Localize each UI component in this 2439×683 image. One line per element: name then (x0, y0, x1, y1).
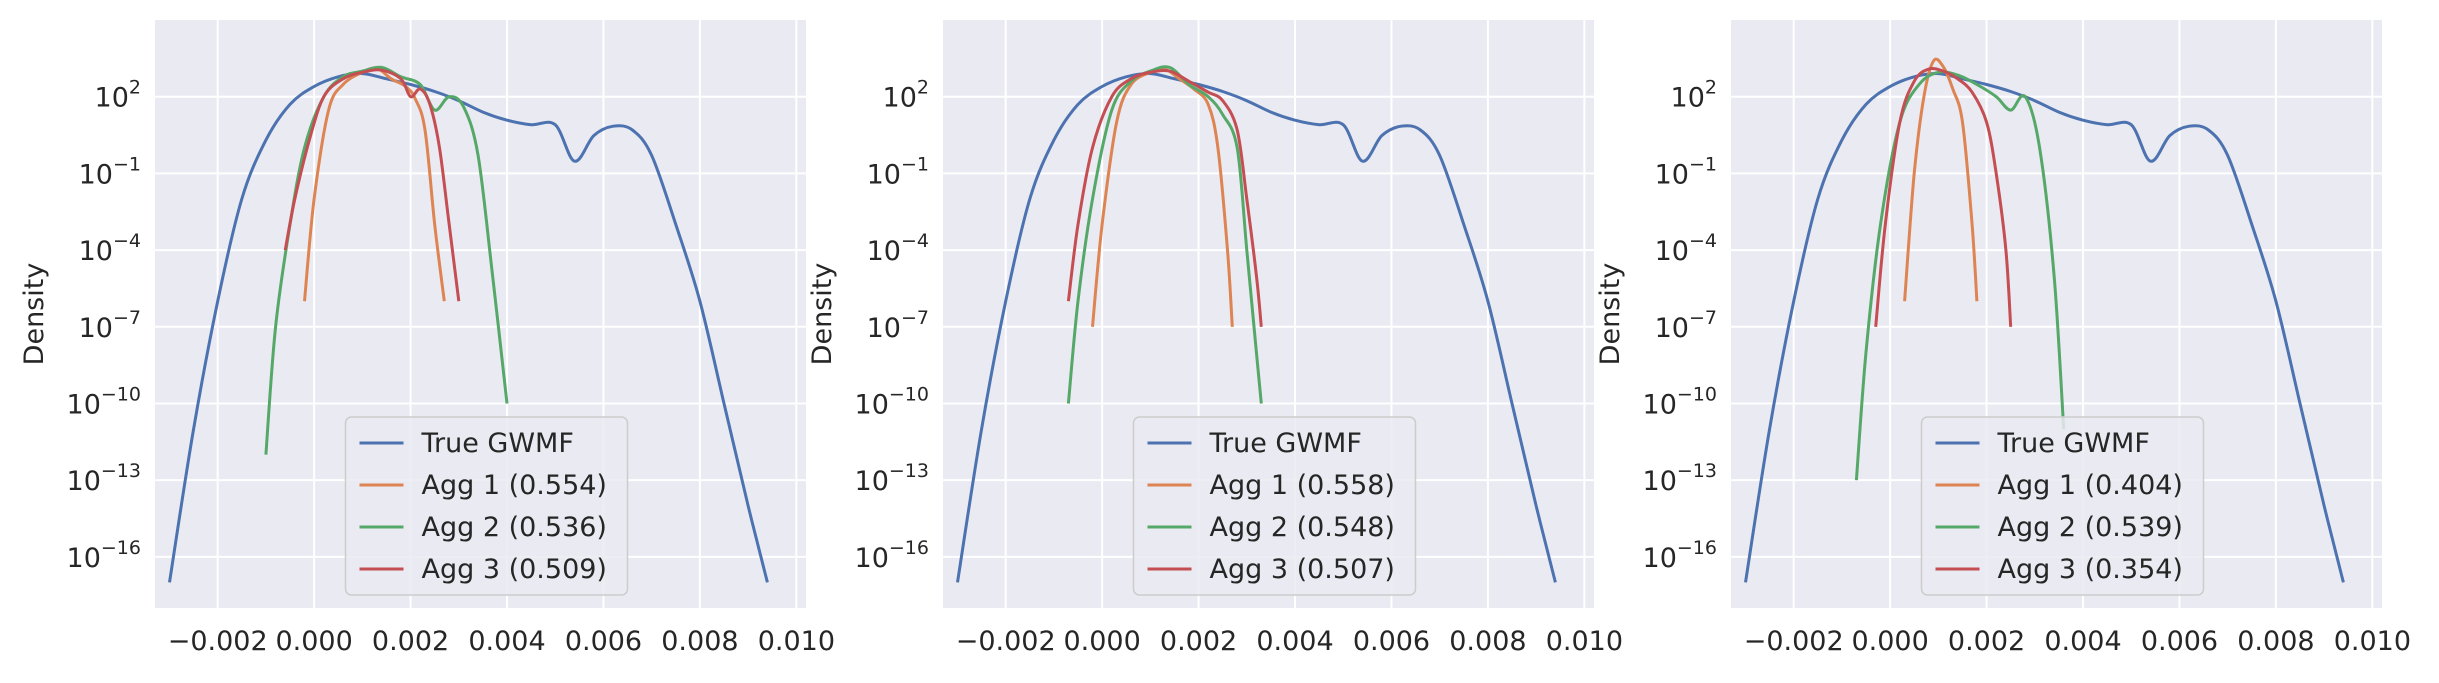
y-tick-label: 10−4 (1655, 230, 1717, 267)
legend-entry: Agg 3 (0.509) (422, 554, 607, 585)
x-tick-label: 0.008 (1449, 626, 1526, 657)
y-axis-label: Density (19, 263, 50, 366)
y-tick-label: 10−1 (867, 153, 929, 190)
x-tick-label: 0.000 (1063, 626, 1140, 657)
y-tick-label: 10−7 (867, 307, 929, 344)
legend-entry: Agg 1 (0.554) (422, 470, 607, 501)
series-line-agg-3 (1874, 66, 2013, 327)
x-tick-label: 0.004 (2044, 626, 2121, 657)
y-tick-label: 10−1 (79, 153, 141, 190)
series-line-true-gwmf (168, 72, 769, 583)
x-tick-label: 0.002 (372, 626, 449, 657)
y-tick-label: 102 (95, 77, 141, 114)
y-tick-label: 10−4 (79, 230, 141, 267)
x-tick-label: 0.000 (275, 626, 352, 657)
series-group (1744, 57, 2345, 583)
x-tick-label: −0.002 (956, 626, 1056, 657)
legend-entry: True GWMF (1997, 428, 2150, 459)
x-tick-label: 0.000 (1851, 626, 1928, 657)
series-line-agg-3 (1066, 68, 1263, 327)
chart-panel-2: −0.002 0.000 0.002 0.004 0.006 0.008 0.010 102 1… (807, 20, 1623, 657)
legend-entry: Agg 3 (0.507) (1210, 554, 1395, 585)
series-group (168, 65, 769, 583)
legend-entry: Agg 2 (0.536) (422, 512, 607, 543)
legend-entry: Agg 3 (0.354) (1998, 554, 2183, 585)
y-tick-label: 10−10 (855, 383, 929, 420)
series-line-true-gwmf (1744, 72, 2345, 583)
y-tick-label: 10−7 (1655, 307, 1717, 344)
legend-entry: Agg 1 (0.558) (1210, 470, 1395, 501)
chart-panel-3: −0.002 0.000 0.002 0.004 0.006 0.008 0.010 102 1… (1595, 20, 2411, 657)
legend-entry: Agg 2 (0.539) (1998, 512, 2183, 543)
x-tick-label: 0.006 (565, 626, 642, 657)
y-tick-label: 10−7 (79, 307, 141, 344)
y-axis-label: Density (807, 263, 838, 366)
y-tick-label: 10−13 (67, 460, 141, 497)
y-tick-label: 10−16 (855, 537, 929, 574)
x-tick-label: 0.008 (661, 626, 738, 657)
series-line-agg-3 (283, 68, 461, 302)
legend: True GWMF Agg 1 (0.554) Agg 2 (0.536) Agg 3… (344, 416, 629, 596)
x-tick-label: 0.010 (2334, 626, 2411, 657)
x-tick-label: 0.004 (1256, 626, 1333, 657)
x-tick-label: 0.002 (1948, 626, 2025, 657)
x-tick-label: 0.010 (758, 626, 835, 657)
y-tick-label: 10−13 (855, 460, 929, 497)
y-tick-label: 10−1 (1655, 153, 1717, 190)
y-tick-label: 102 (883, 77, 929, 114)
chart-panel-1: −0.002 0.000 0.002 0.004 0.006 0.008 0.010 102 1… (19, 20, 835, 657)
series-line-true-gwmf (956, 72, 1557, 583)
x-tick-label: 0.010 (1546, 626, 1623, 657)
legend-entry: True GWMF (421, 428, 574, 459)
legend: True GWMF Agg 1 (0.404) Agg 2 (0.539) Agg 3… (1920, 416, 2205, 596)
y-tick-label: 102 (1671, 77, 1717, 114)
x-tick-label: 0.004 (468, 626, 545, 657)
legend-box (344, 416, 629, 596)
legend-box (1920, 416, 2205, 596)
y-tick-label: 10−10 (1643, 383, 1717, 420)
x-tick-label: 0.006 (1353, 626, 1430, 657)
series-line-agg-2 (1854, 70, 2066, 481)
x-tick-label: −0.002 (1744, 626, 1844, 657)
x-tick-label: 0.002 (1160, 626, 1237, 657)
legend: True GWMF Agg 1 (0.558) Agg 2 (0.548) Agg 3… (1132, 416, 1417, 596)
legend-entry: Agg 2 (0.548) (1210, 512, 1395, 543)
legend-box (1132, 416, 1417, 596)
x-tick-label: −0.002 (168, 626, 268, 657)
y-axis-label: Density (1595, 263, 1626, 366)
y-tick-label: 10−16 (1643, 537, 1717, 574)
series-group (956, 65, 1557, 583)
x-tick-label: 0.008 (2237, 626, 2314, 657)
series-line-agg-1 (1903, 57, 1979, 302)
y-tick-label: 10−4 (867, 230, 929, 267)
y-tick-label: 10−16 (67, 537, 141, 574)
y-tick-label: 10−10 (67, 383, 141, 420)
y-tick-label: 10−13 (1643, 460, 1717, 497)
legend-entry: True GWMF (1209, 428, 1362, 459)
legend-entry: Agg 1 (0.404) (1998, 470, 2183, 501)
x-tick-label: 0.006 (2141, 626, 2218, 657)
